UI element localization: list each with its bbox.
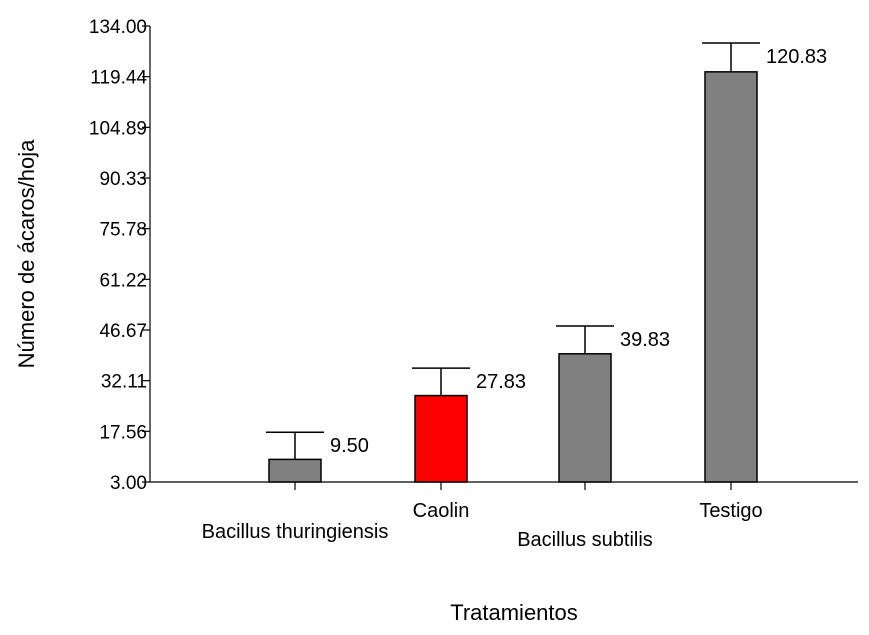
category-label: Caolin <box>413 500 470 522</box>
category-label: Bacillus thuringiensis <box>202 521 389 543</box>
bar <box>558 353 612 483</box>
y-tick-label: 46.67 <box>99 321 147 342</box>
data-label: 9.50 <box>330 435 369 457</box>
y-tick-label: 17.56 <box>99 422 147 443</box>
error-bars <box>266 42 760 460</box>
x-ticks <box>294 482 732 490</box>
y-tick-label: 119.44 <box>90 68 147 89</box>
data-label: 27.83 <box>476 371 526 393</box>
error-bar <box>556 325 614 354</box>
y-tick-label: 75.78 <box>99 220 147 241</box>
error-bar <box>266 431 324 460</box>
bar <box>704 71 758 483</box>
y-tick-label: 3.00 <box>110 473 147 494</box>
category-label: Bacillus subtilis <box>517 529 653 551</box>
category-label: Testigo <box>699 500 762 522</box>
y-tick-label: 61.22 <box>99 270 147 291</box>
bar <box>268 458 322 483</box>
category-labels: Bacillus thuringiensis Caolin Bacillus sub… <box>202 500 763 551</box>
data-labels: 9.50 27.83 39.83 120.83 <box>330 46 827 457</box>
data-label: 39.83 <box>620 329 670 351</box>
x-axis-title: Tratamientos <box>450 600 578 625</box>
y-tick-label: 134.00 <box>89 17 147 38</box>
y-ticks: 3.00 17.56 32.11 46.67 61.22 75.78 90.33 104.89… <box>89 17 150 494</box>
bars <box>268 71 758 483</box>
data-label: 120.83 <box>766 46 827 68</box>
y-tick-label: 32.11 <box>101 372 147 393</box>
bar <box>414 394 468 483</box>
y-axis-title: Número de ácaros/hoja <box>14 139 39 368</box>
y-tick-label: 90.33 <box>99 169 147 190</box>
y-tick-label: 104.89 <box>89 118 147 139</box>
error-bar <box>412 367 470 396</box>
error-bar <box>702 42 760 72</box>
